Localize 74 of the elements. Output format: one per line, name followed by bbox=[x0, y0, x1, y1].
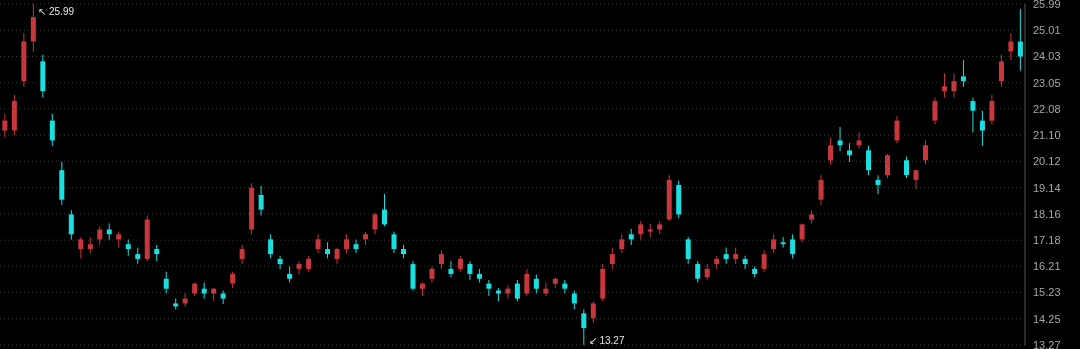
candlestick bbox=[818, 174, 824, 206]
y-tick-label: 23.05 bbox=[1033, 76, 1061, 89]
candlestick bbox=[922, 139, 928, 166]
candlestick bbox=[847, 142, 853, 163]
candlestick bbox=[998, 54, 1004, 88]
candlestick bbox=[372, 212, 378, 235]
y-tick-label: 19.14 bbox=[1033, 181, 1061, 194]
candlestick bbox=[866, 145, 872, 176]
candlestick bbox=[524, 268, 530, 297]
candlestick bbox=[78, 236, 84, 259]
candlestick bbox=[695, 260, 701, 284]
y-tick-label: 14.25 bbox=[1033, 312, 1061, 325]
candlestick bbox=[685, 236, 691, 265]
y-tick-label: 22.08 bbox=[1033, 102, 1061, 115]
y-tick-label: 13.27 bbox=[1033, 338, 1061, 349]
y-tick-label: 16.21 bbox=[1033, 260, 1061, 273]
annotation: ↖ 25.99 bbox=[38, 6, 75, 17]
candlestick bbox=[1008, 32, 1014, 61]
candlestick bbox=[68, 209, 74, 241]
candlestick bbox=[970, 97, 976, 133]
candlestick bbox=[581, 308, 587, 345]
candlestick bbox=[571, 290, 577, 310]
candlestick bbox=[1017, 8, 1023, 72]
candlestick bbox=[989, 94, 995, 125]
candlestick bbox=[979, 110, 985, 147]
candlestick bbox=[49, 113, 55, 147]
candlestick bbox=[296, 260, 302, 275]
candlestick bbox=[315, 233, 321, 254]
y-tick-label: 17.18 bbox=[1033, 234, 1061, 247]
candlestick bbox=[780, 236, 786, 249]
candlestick bbox=[382, 193, 387, 227]
candlestick bbox=[258, 185, 264, 217]
candlestick bbox=[790, 233, 796, 259]
candlestick bbox=[932, 97, 938, 125]
candlestick bbox=[894, 115, 900, 144]
candlestick bbox=[2, 113, 8, 139]
candlestick bbox=[277, 255, 283, 270]
candlestick bbox=[619, 233, 625, 254]
candlestick bbox=[771, 233, 777, 254]
candlestick bbox=[353, 239, 359, 254]
candlestick bbox=[590, 300, 596, 324]
candlestick bbox=[486, 279, 492, 297]
candlestick bbox=[514, 279, 520, 302]
candlestick bbox=[828, 137, 834, 166]
candlestick bbox=[344, 233, 350, 254]
candlestick bbox=[837, 126, 843, 152]
candlestick bbox=[391, 231, 397, 254]
candlestick bbox=[268, 233, 274, 259]
annotation: ↙ 13.27 bbox=[588, 335, 625, 346]
y-tick-label: 18.16 bbox=[1033, 207, 1061, 220]
candlestick bbox=[638, 220, 644, 241]
candlestick bbox=[903, 156, 909, 179]
y-tick-label: 25.01 bbox=[1033, 24, 1061, 37]
y-tick-label: 20.12 bbox=[1033, 155, 1061, 168]
candlestick bbox=[448, 260, 454, 278]
candlestick bbox=[163, 271, 169, 294]
candlestick bbox=[438, 249, 444, 270]
y-tick-label: 15.23 bbox=[1033, 286, 1061, 299]
y-tick-label: 25.99 bbox=[1033, 0, 1061, 10]
candlestick bbox=[960, 59, 966, 88]
candlestick bbox=[505, 284, 511, 300]
candlestick bbox=[239, 244, 245, 265]
y-tick-label: 24.03 bbox=[1033, 50, 1061, 63]
candlestick bbox=[856, 131, 862, 149]
candlestick bbox=[97, 225, 103, 246]
candlestick bbox=[609, 247, 615, 270]
candlestick bbox=[761, 249, 767, 273]
candlestick bbox=[533, 273, 539, 294]
candlestick bbox=[885, 153, 891, 179]
candlestick bbox=[941, 72, 947, 99]
candlestick bbox=[467, 260, 473, 281]
candlestick bbox=[875, 174, 881, 195]
candlestick bbox=[951, 72, 957, 99]
y-tick-label: 21.10 bbox=[1033, 129, 1061, 141]
